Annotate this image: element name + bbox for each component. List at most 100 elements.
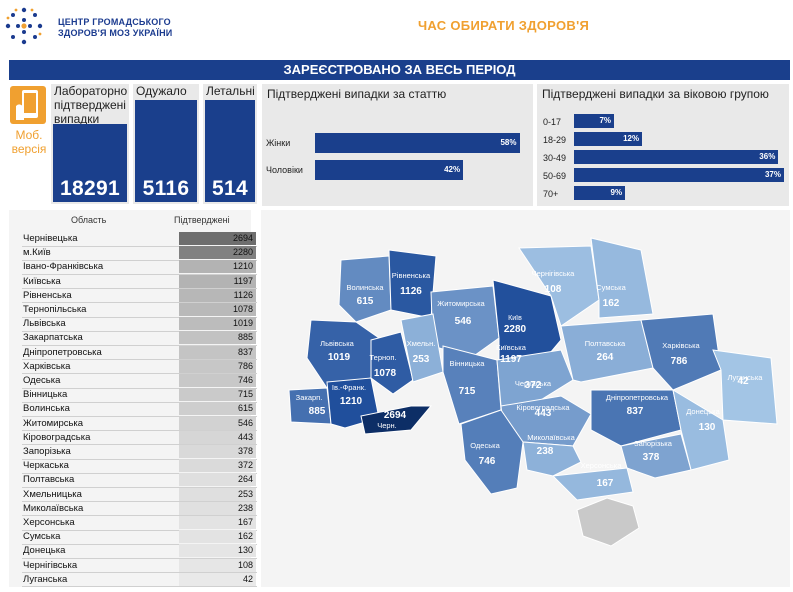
age-chart-title: Підтверджені випадки за віковою групою: [542, 87, 769, 101]
table-row-region: Харківська: [23, 360, 71, 372]
map-region-name: Закарп.: [296, 393, 323, 402]
gender-chart-title: Підтверджені випадки за статтю: [267, 87, 447, 101]
ukraine-map[interactable]: Волинська 615 Рівненська 1126 Житомирська 546…: [261, 210, 790, 587]
map-region-value: 1210: [340, 396, 363, 407]
map-region-name: Донецька: [686, 407, 720, 416]
age-bar: 7%: [574, 114, 614, 128]
table-row-value: 746: [237, 375, 253, 385]
recovered-value: 5116: [142, 177, 190, 200]
recovered-bar: [135, 100, 197, 202]
table-row-divider: [22, 288, 257, 290]
age-bar: 9%: [574, 186, 626, 200]
map-region[interactable]: [640, 313, 722, 391]
map-region-name: Луганська: [728, 373, 764, 382]
map-region[interactable]: [460, 409, 524, 495]
table-row-value: 443: [237, 431, 253, 442]
map-region-name: Житомирська: [437, 299, 485, 308]
map-region[interactable]: [712, 349, 778, 425]
table-row-divider: [22, 359, 257, 361]
table-row-region: Чернівецька: [23, 233, 78, 244]
table-row-divider: [22, 557, 257, 559]
table-row-region: Івано-Франківська: [23, 261, 104, 273]
map-region[interactable]: [360, 405, 433, 435]
map-region[interactable]: [388, 249, 437, 319]
slogan: ЧАС ОБИРАТИ ЗДОРОВ'Я: [418, 18, 590, 33]
table-row-region: Рівненська: [23, 289, 72, 301]
map-region-name: Черкаська: [515, 379, 552, 388]
map-region-value: 108: [545, 284, 562, 295]
deaths-value: 514: [212, 177, 248, 200]
map-region[interactable]: [338, 255, 392, 323]
table-row-value: 2694: [232, 233, 253, 243]
map-region-value: 615: [357, 296, 374, 307]
map-region-value: 162: [603, 298, 620, 309]
table-row-region: Миколаївська: [23, 502, 84, 514]
table-row-value-cell: 253: [179, 487, 256, 501]
table-row-region: Луганська: [23, 573, 68, 585]
deaths-card: Летальні 514: [203, 84, 257, 204]
table-row-region: Київська: [23, 275, 61, 287]
table-row-divider: [22, 572, 257, 574]
table-row-value-cell: 546: [179, 416, 256, 430]
map-region-value: 837: [627, 406, 644, 417]
map-region[interactable]: [551, 467, 634, 501]
map-region[interactable]: [518, 245, 600, 327]
map-region[interactable]: [620, 433, 692, 479]
regions-table: Область Підтверджені Чернівецька 2694 м.Ки…: [9, 210, 257, 588]
gender-bar-men: 42%: [315, 160, 464, 180]
table-row-region: Херсонська: [23, 517, 75, 528]
table-row-value-cell: 746: [179, 374, 256, 387]
map-region[interactable]: [590, 237, 654, 319]
table-row-value-cell: 2694: [179, 232, 256, 245]
table-row-region: Дніпропетровська: [23, 346, 102, 358]
ministry-logo-icon: [5, 7, 43, 45]
map-region-name: Запорізька: [634, 439, 673, 448]
table-row-divider: [22, 302, 257, 304]
map-region[interactable]: [522, 441, 582, 477]
mobile-phone-icon[interactable]: [10, 86, 46, 124]
table-row-region: Черкаська: [23, 460, 69, 472]
table-row-region: Полтавська: [23, 474, 75, 486]
map-region-value: 2280: [504, 324, 527, 335]
table-row-value: 2280: [232, 247, 253, 258]
table-row-region: м.Київ: [23, 247, 51, 259]
table-row-divider: [22, 458, 257, 460]
gender-panel: Підтверджені випадки за статтю Жінки Чол…: [262, 84, 533, 206]
map-region[interactable]: [672, 388, 730, 471]
table-row-region: Волинська: [23, 403, 70, 415]
map-region-value: 443: [535, 408, 552, 419]
map-region-name: Херсонська: [581, 461, 623, 470]
map-region-name: Полтавська: [585, 339, 626, 348]
map-region[interactable]: [496, 349, 574, 407]
map-region-name: Миколаївська: [527, 433, 575, 442]
gender-value-women: 58%: [500, 138, 517, 147]
deaths-bar: [205, 100, 255, 202]
table-row-value-cell: 238: [179, 501, 256, 515]
deaths-label: Летальні: [206, 84, 255, 98]
gender-label-women: Жінки: [266, 138, 291, 148]
table-row-value-cell: 885: [179, 331, 256, 345]
table-row-value-cell: 264: [179, 473, 256, 487]
map-region-value: 372: [525, 380, 542, 391]
table-row-divider: [22, 373, 257, 375]
table-row-value-cell: 1126: [179, 288, 256, 302]
map-region-value: 167: [597, 478, 614, 489]
table-row-divider: [22, 415, 257, 417]
mobile-version-link[interactable]: Моб. версія: [11, 128, 47, 156]
map-region-value: 238: [537, 446, 554, 457]
table-row-region: Чернігівська: [23, 559, 78, 571]
column-header-region: Область: [71, 215, 107, 225]
table-row-value: 378: [237, 446, 253, 456]
map-region[interactable]: [370, 331, 414, 395]
map-region[interactable]: [560, 319, 654, 383]
age-bar: 12%: [574, 132, 643, 146]
age-value: 36%: [759, 152, 776, 161]
table-row-value-cell: 42: [179, 572, 256, 586]
map-region-name: Рівненська: [392, 271, 431, 280]
table-row-value: 1078: [232, 304, 253, 314]
map-region[interactable]: [442, 345, 502, 425]
table-row-value-cell: 108: [179, 558, 256, 572]
map-region[interactable]: [590, 389, 682, 447]
map-region-value: 253: [413, 354, 430, 365]
table-row-divider: [22, 430, 257, 432]
